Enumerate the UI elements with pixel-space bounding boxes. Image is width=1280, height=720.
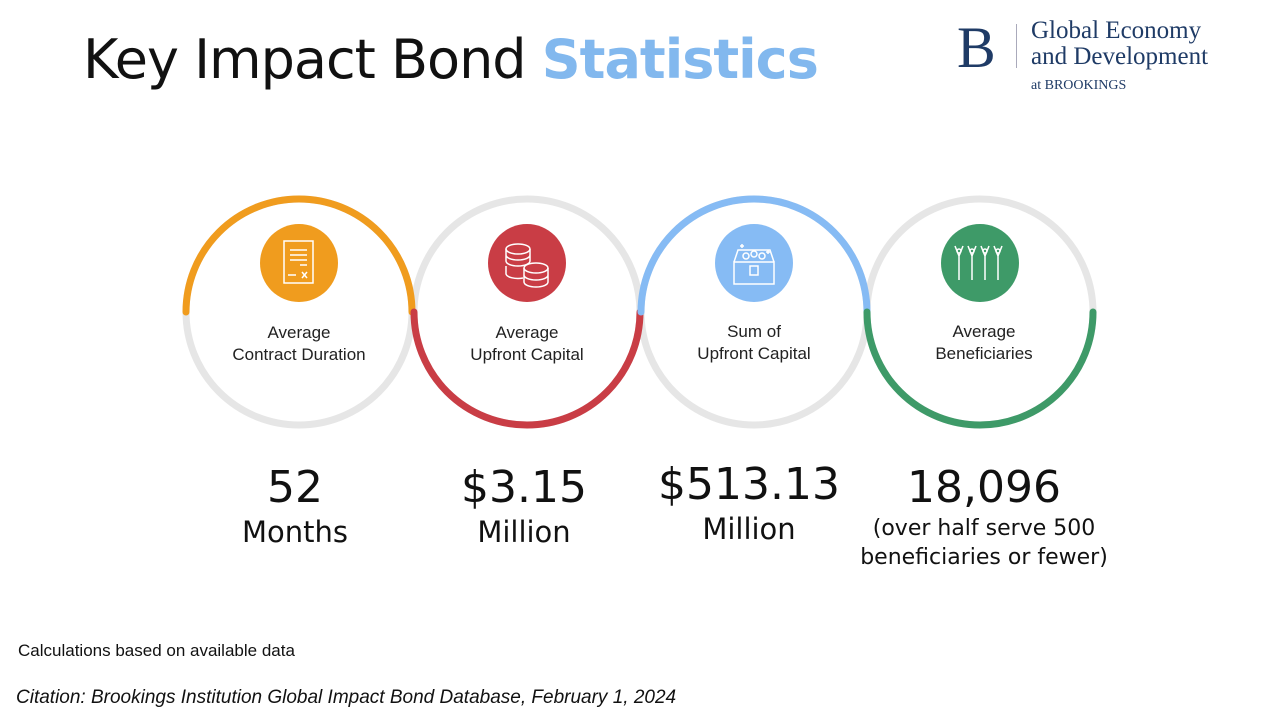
value-number: $513.13 bbox=[658, 459, 840, 510]
stat-value-4: 18,096 (over half serve 500 beneficiaries … bbox=[854, 462, 1114, 572]
ring-arc-4 bbox=[863, 308, 1097, 429]
value-number: $3.15 bbox=[461, 462, 587, 513]
treasure-chest-icon bbox=[715, 224, 793, 302]
people-cheering-icon bbox=[941, 224, 1019, 302]
stat-label-4: Average Beneficiaries bbox=[884, 321, 1084, 365]
calculation-note: Calculations based on available data bbox=[18, 641, 295, 660]
logo-text: Global Economy and Development bbox=[1031, 18, 1208, 70]
value-number: 18,096 bbox=[907, 462, 1061, 513]
stat-label-2: Average Upfront Capital bbox=[427, 322, 627, 366]
value-unit: (over half serve 500 bbox=[872, 516, 1096, 541]
value-number: 52 bbox=[267, 462, 323, 513]
label-line: Average bbox=[267, 323, 331, 342]
logo-line2: and Development bbox=[1031, 43, 1209, 70]
logo-line1: Global Economy bbox=[1031, 17, 1202, 44]
page-title: Key Impact Bond Statistics bbox=[83, 28, 819, 91]
coins-stack-icon bbox=[488, 224, 566, 302]
stat-label-3: Sum of Upfront Capital bbox=[654, 321, 854, 365]
ring-arc-2 bbox=[410, 308, 644, 429]
value-unit: Million bbox=[477, 515, 571, 549]
stat-value-1: 52 Months bbox=[165, 462, 425, 550]
citation: Citation: Brookings Institution Global I… bbox=[16, 687, 677, 708]
label-line: Beneficiaries bbox=[935, 344, 1033, 363]
stat-value-3: $513.13 Million bbox=[619, 459, 879, 547]
ring-arc-1 bbox=[182, 195, 416, 316]
stat-label-1: Average Contract Duration bbox=[199, 322, 399, 366]
title-highlight: Statistics bbox=[541, 28, 819, 91]
document-contract-icon bbox=[260, 224, 338, 302]
value-unit: Months bbox=[241, 515, 348, 549]
label-line: Sum of bbox=[727, 322, 781, 341]
title-main: Key Impact Bond bbox=[83, 28, 527, 91]
label-line: Average bbox=[952, 322, 1016, 341]
brookings-logo: B Global Economy and Development at BROOK… bbox=[955, 15, 1255, 98]
label-line: Upfront Capital bbox=[697, 344, 811, 363]
value-unit: Million bbox=[702, 512, 796, 546]
value-unit: beneficiaries or fewer) bbox=[860, 545, 1108, 570]
label-line: Contract Duration bbox=[232, 345, 366, 364]
stat-value-2: $3.15 Million bbox=[394, 462, 654, 550]
logo-line3: at BROOKINGS bbox=[1031, 78, 1127, 93]
ring-arc-3 bbox=[637, 195, 871, 316]
label-line: Upfront Capital bbox=[470, 345, 584, 364]
label-line: Average bbox=[495, 323, 559, 342]
logo-divider bbox=[1016, 24, 1017, 68]
logo-letter: B bbox=[957, 15, 996, 80]
